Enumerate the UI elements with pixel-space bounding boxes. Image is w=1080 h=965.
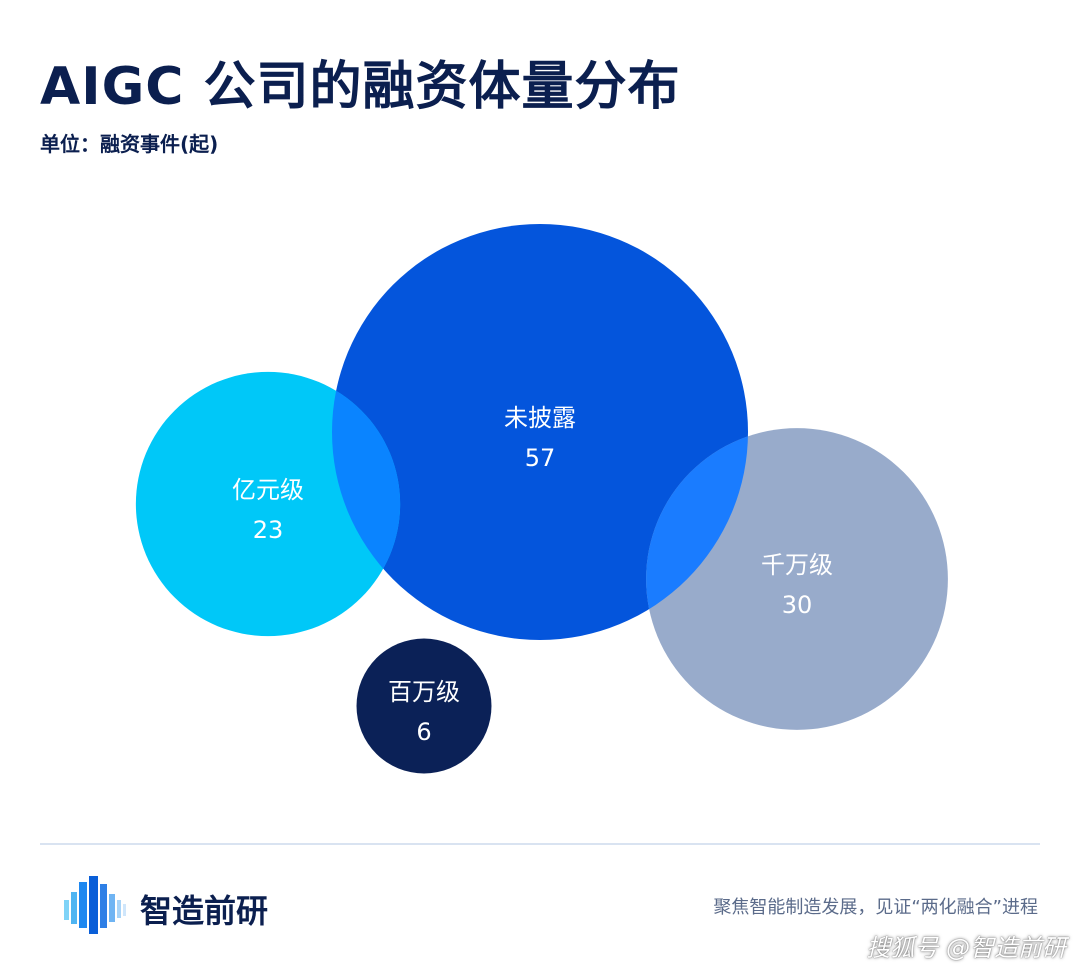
brand-logo-icon (64, 876, 126, 934)
brand-name: 智造前研 (140, 892, 269, 930)
chart-title: AIGC 公司的融资体量分布 (40, 57, 681, 117)
bubble-label-0: 未披露 (504, 404, 576, 432)
bubble-value-3: 6 (416, 718, 431, 746)
bubble-label-1: 千万级 (761, 551, 833, 579)
bubble-value-2: 23 (253, 516, 284, 544)
chart-unit: 单位：融资事件(起) (40, 132, 219, 156)
footer-divider (40, 843, 1040, 845)
bubble-value-0: 57 (525, 444, 556, 472)
bubble-3 (356, 638, 492, 774)
bubble-0 (332, 224, 748, 640)
bubble-value-1: 30 (782, 591, 813, 619)
bubble-chart: 未披露 57 千万级 30 亿元级 23 百万级 6 (135, 224, 948, 774)
brand-logo: 智造前研 (62, 872, 302, 938)
bubble-overlap-1 (646, 428, 748, 640)
bubble-label-2: 亿元级 (232, 476, 304, 504)
watermark: 搜狐号 @智造前研 (866, 934, 1066, 962)
bubble-label-3: 百万级 (388, 678, 460, 706)
footer-slogan: 聚焦智能制造发展，见证“两化融合”进程 (713, 897, 1038, 918)
